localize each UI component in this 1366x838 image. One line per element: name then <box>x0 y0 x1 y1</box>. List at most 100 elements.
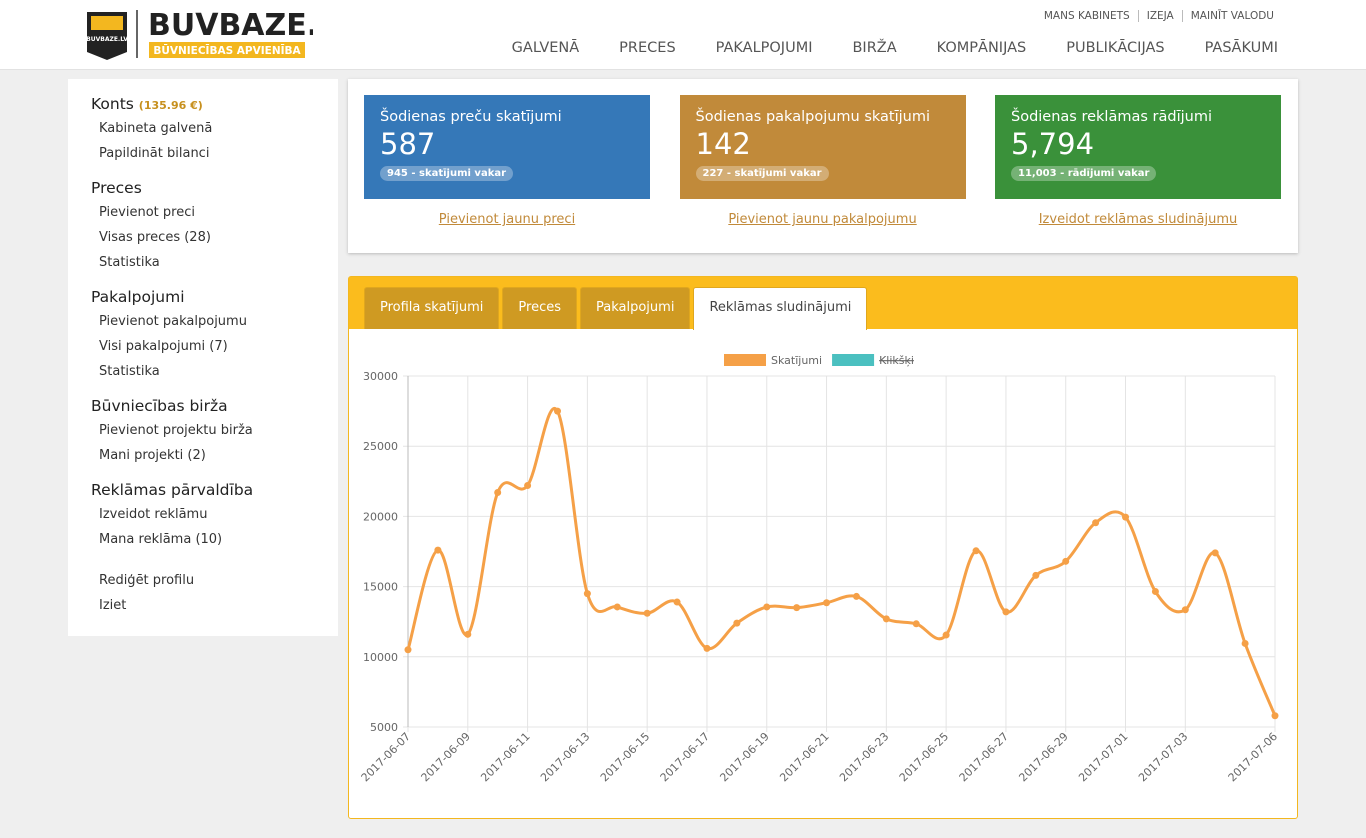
stat-title: Šodienas pakalpojumu skatījumi <box>695 109 931 125</box>
sidebar-link[interactable]: Statistika <box>99 364 160 379</box>
sidebar-link[interactable]: Pievienot preci <box>99 205 195 220</box>
point <box>1151 588 1159 596</box>
chart-panel: Profila skatījumi Preces Pakalpojumi Reklām… <box>348 276 1298 819</box>
stat-card: Šodienas preču skatījumi 587 945 - skatīju… <box>364 95 650 199</box>
tab[interactable]: Pakalpojumi <box>580 287 691 329</box>
tab-bar: Profila skatījumi Preces Pakalpojumi Reklām… <box>349 277 1297 330</box>
point <box>1181 606 1189 614</box>
sidebar-group: Reklāmas pārvaldība Izveidot reklāmu Mana … <box>91 481 315 557</box>
legend-swatch <box>832 354 875 366</box>
point <box>763 603 771 611</box>
stat-link[interactable]: Pievienot jaunu preci <box>438 212 576 227</box>
x-tick-label: 2017-07-01 <box>1076 730 1130 784</box>
sidebar-title: Reklāmas pārvaldība <box>91 481 254 499</box>
stat-note: 945 - skatījumi vakar <box>380 166 514 181</box>
sidebar-group: Rediģēt profilu Iziet <box>91 573 315 623</box>
y-tick-label: 15000 <box>363 581 398 594</box>
logo: BUVBAZE.LV BUVBAZE.LV BŪVNIECĪBAS APVIEN… <box>86 8 313 60</box>
tab[interactable]: Preces <box>502 287 577 329</box>
sidebar: Konts (135.96 €) Kabineta galvenā Papildin… <box>68 79 338 636</box>
point <box>852 592 860 600</box>
point <box>643 609 651 617</box>
sidebar-group: Būvniecības birža Pievienot projektu birž… <box>91 397 315 473</box>
nav-item[interactable]: PUBLIKĀCIJAS <box>1066 40 1165 56</box>
y-tick-label: 30000 <box>363 370 398 383</box>
x-tick-label: 2017-07-03 <box>1136 730 1190 784</box>
point <box>434 546 442 554</box>
sidebar-heading: Būvniecības birža <box>91 397 315 415</box>
point <box>703 644 711 652</box>
nav-item[interactable]: GALVENĀ <box>511 40 580 56</box>
point <box>1211 549 1219 557</box>
sidebar-group: Konts (135.96 €) Kabineta galvenā Papildin… <box>91 95 315 171</box>
logo-tagline: BŪVNIECĪBAS APVIENĪBA <box>153 44 301 57</box>
logo-name: BUVBAZE.LV <box>148 8 313 43</box>
sidebar-link[interactable]: Pievienot pakalpojumu <box>99 314 247 329</box>
logo-shape <box>91 16 123 30</box>
nav-item[interactable]: BIRŽA <box>852 40 897 56</box>
stat-value: 587 <box>380 127 436 161</box>
sidebar-link[interactable]: Mana reklāma (10) <box>99 532 223 547</box>
x-tick-label: 2017-06-11 <box>478 730 532 784</box>
sidebar-link[interactable]: Izveidot reklāmu <box>99 507 208 522</box>
nav-item[interactable]: PASĀKUMI <box>1204 40 1278 56</box>
stat-note: 227 - skatījumi vakar <box>695 166 829 181</box>
tab[interactable]: Reklāmas sludinājumi <box>693 287 868 330</box>
sidebar-link[interactable]: Mani projekti (2) <box>99 448 206 463</box>
line <box>406 406 1277 717</box>
sidebar-title: Būvniecības birža <box>91 397 228 415</box>
x-tick-label: 2017-07-06 <box>1226 730 1280 784</box>
stat-link[interactable]: Izveidot reklāmas sludinājumu <box>1038 212 1238 227</box>
sidebar-heading: Preces <box>91 179 315 197</box>
point <box>793 604 801 612</box>
point <box>823 599 831 607</box>
sidebar-link[interactable]: Kabineta galvenā <box>99 121 213 136</box>
point <box>1271 712 1279 720</box>
top-link[interactable]: MANS KABINETS <box>1043 10 1130 22</box>
point <box>1062 557 1070 565</box>
top-link[interactable]: IZEJA <box>1137 10 1182 22</box>
x-tick-label: 2017-06-13 <box>538 730 592 784</box>
sidebar-link[interactable]: Pievienot projektu birža <box>99 423 253 438</box>
top-links: MANS KABINETS IZEJA MAINĪT VALODU <box>1036 10 1282 22</box>
sidebar-link[interactable]: Rediģēt profilu <box>99 573 195 588</box>
nav-item[interactable]: PAKALPOJUMI <box>715 40 813 56</box>
x-tick-label: 2017-06-27 <box>957 730 1011 784</box>
y-tick-label: 10000 <box>363 651 398 664</box>
nav-item[interactable]: PRECES <box>619 40 676 56</box>
point <box>1241 639 1249 647</box>
sidebar-link[interactable]: Visi pakalpojumi (7) <box>99 339 228 354</box>
legend-swatch <box>724 354 766 366</box>
point <box>1122 513 1130 521</box>
header: BUVBAZE.LV BUVBAZE.LV BŪVNIECĪBAS APVIEN… <box>0 0 1366 70</box>
logo-bar <box>149 42 305 58</box>
top-link[interactable]: MAINĪT VALODU <box>1181 10 1282 22</box>
sidebar-link[interactable]: Papildināt bilanci <box>99 146 210 161</box>
sidebar-link[interactable]: Statistika <box>99 255 160 270</box>
point <box>1032 571 1040 579</box>
point <box>942 631 950 639</box>
sidebar-link[interactable]: Iziet <box>99 598 127 613</box>
point <box>613 603 621 611</box>
sidebar-title: Preces <box>91 179 142 197</box>
stat-title: Šodienas reklāmas rādījumi <box>1011 109 1212 125</box>
sidebar-link[interactable]: Visas preces (28) <box>99 230 211 245</box>
sidebar-group: Pakalpojumi Pievienot pakalpojumu Visi pak… <box>91 288 315 389</box>
x-tick-label: 2017-06-09 <box>419 730 473 784</box>
y-tick-label: 5000 <box>370 721 398 734</box>
point <box>404 646 412 654</box>
nav-item[interactable]: KOMPĀNIJAS <box>936 40 1027 56</box>
point <box>464 630 472 638</box>
legend-label: Skatījumi <box>771 354 822 367</box>
tab[interactable]: Profila skatījumi <box>364 287 500 329</box>
y-tick-label: 25000 <box>363 440 398 453</box>
stat-value: 142 <box>695 127 751 161</box>
sidebar-heading: Reklāmas pārvaldība <box>91 481 315 499</box>
legend-label: Klikšķi <box>879 354 914 367</box>
point <box>882 615 890 623</box>
main-nav: GALVENĀ PRECES PAKALPOJUMI BIRŽA KOMPĀNIJAS P… <box>512 40 1278 56</box>
y-tick-label: 20000 <box>363 510 398 523</box>
stat-link[interactable]: Pievienot jaunu pakalpojumu <box>728 212 917 227</box>
